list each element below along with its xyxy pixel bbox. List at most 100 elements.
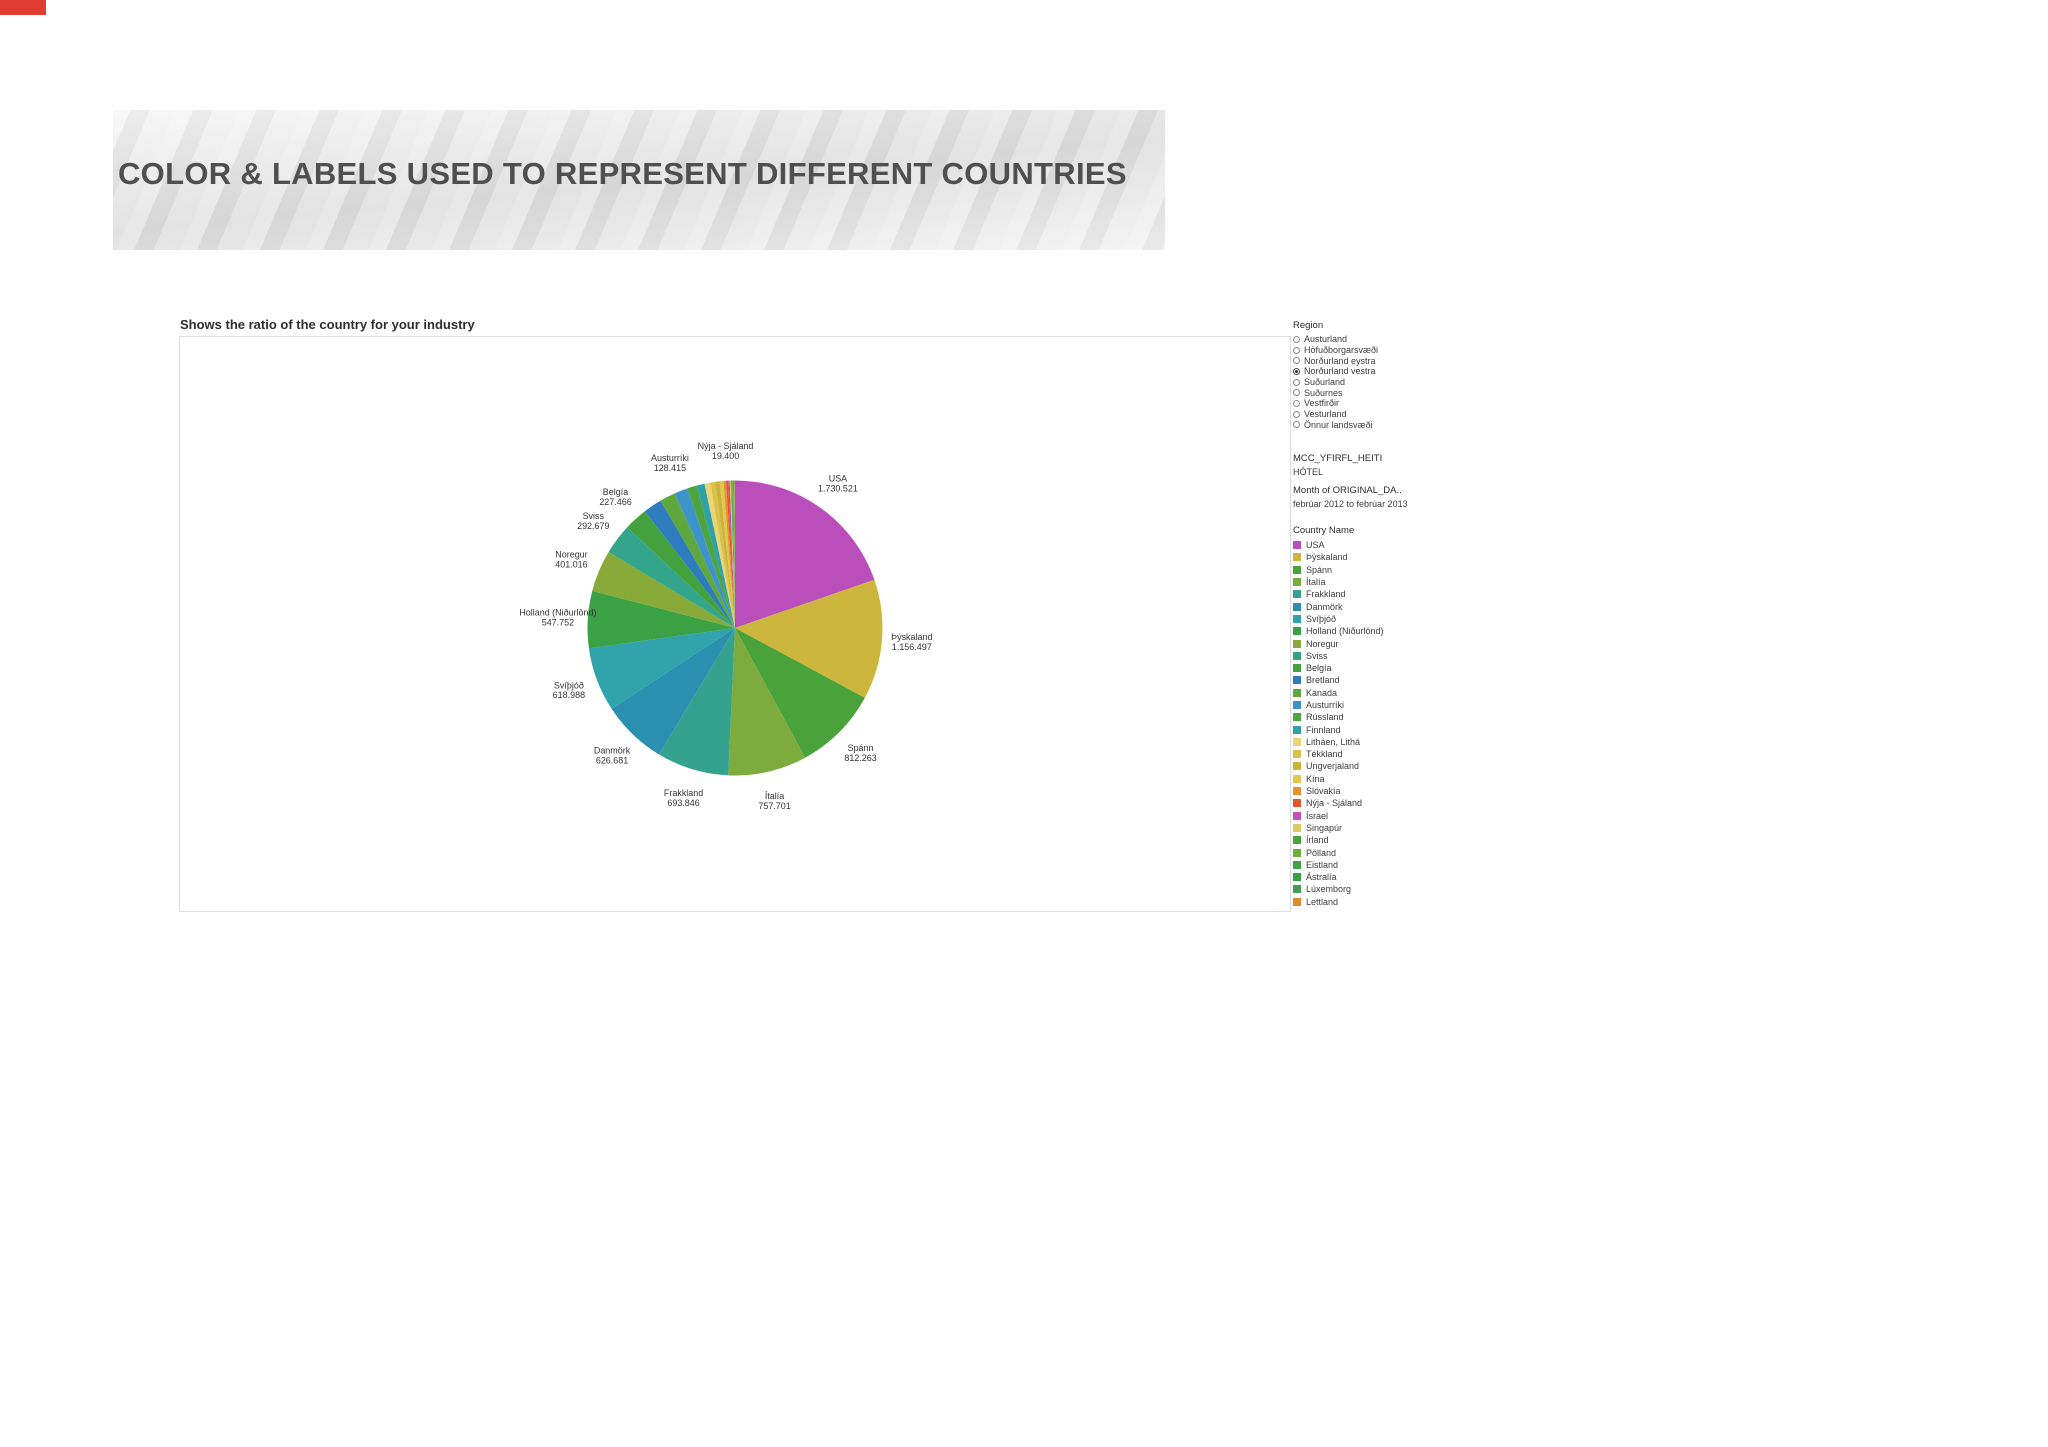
pie-slice-astralia[interactable] <box>733 480 735 628</box>
pie-slice-sviss[interactable] <box>608 527 735 628</box>
radio-icon[interactable] <box>1293 367 1300 375</box>
region-option-label: Vesturland <box>1304 409 1347 420</box>
legend-item-label: Svíþjóð <box>1306 613 1337 624</box>
mcc-filter-value: HÓTEL <box>1293 467 1324 477</box>
radio-icon[interactable] <box>1293 335 1300 343</box>
legend-item-singapur[interactable]: Singapúr <box>1293 822 1443 834</box>
radio-icon[interactable] <box>1293 346 1300 354</box>
pie-slice-russland[interactable] <box>687 485 735 628</box>
radio-icon[interactable] <box>1293 357 1300 365</box>
region-option-nordurland-vestra[interactable]: Norðurland vestra <box>1293 366 1443 377</box>
radio-icon[interactable] <box>1293 399 1300 407</box>
pie-slice-tekkland[interactable] <box>710 481 735 628</box>
legend-item-finnland[interactable]: Finnland <box>1293 723 1443 735</box>
legend-item-irland[interactable]: Írland <box>1293 834 1443 846</box>
pie-label-italia: Ítalía 757.701 <box>758 791 790 811</box>
legend-item-bretland[interactable]: Bretland <box>1293 674 1443 686</box>
pie-slice-usa[interactable] <box>735 480 875 628</box>
legend-item-slovakia[interactable]: Slóvakía <box>1293 785 1443 797</box>
radio-icon[interactable] <box>1293 378 1300 386</box>
pie-slice-svithjod[interactable] <box>588 627 735 709</box>
pie-slice-bretland[interactable] <box>644 500 735 628</box>
legend-item-sviss[interactable]: Sviss <box>1293 650 1443 662</box>
region-option-nordurland-eystra[interactable]: Norðurland eystra <box>1293 355 1443 366</box>
legend-swatch <box>1293 811 1301 820</box>
pie-slice-italia[interactable] <box>728 627 806 776</box>
legend-item-italia[interactable]: Ítalía <box>1293 576 1443 588</box>
legend-item-label: Sviss <box>1306 650 1328 661</box>
pie-slice-danmork[interactable] <box>611 627 735 755</box>
legend-swatch <box>1293 750 1301 759</box>
pie-slice-singapur[interactable] <box>729 480 735 628</box>
legend-item-lithaen-litha[interactable]: Litháen, Lithá <box>1293 736 1443 748</box>
legend-item-israel[interactable]: Ísrael <box>1293 810 1443 822</box>
region-option-label: Austurland <box>1304 334 1348 345</box>
pie-slice-israel[interactable] <box>728 480 735 628</box>
legend-item-frakkland[interactable]: Frakkland <box>1293 588 1443 600</box>
region-option-sudurnes[interactable]: Suðurnes <box>1293 387 1443 398</box>
legend-item-tekkland[interactable]: Tékkland <box>1293 748 1443 760</box>
legend-item-luxemborg[interactable]: Lúxemborg <box>1293 883 1443 895</box>
legend-item-label: Belgía <box>1306 663 1332 674</box>
legend-item-thyskaland[interactable]: Þýskaland <box>1293 551 1443 563</box>
region-option-vesturland[interactable]: Vesturland <box>1293 409 1443 420</box>
legend-item-label: Nýja - Sjáland <box>1306 798 1363 809</box>
pie-slice-holland-nidurlond[interactable] <box>587 590 735 649</box>
legend-item-noregur[interactable]: Noregur <box>1293 637 1443 649</box>
legend-item-label: Spánn <box>1306 564 1333 575</box>
page-title: COLOR & LABELS USED TO REPRESENT DIFFERE… <box>118 156 1127 191</box>
pie-slice-austurriki[interactable] <box>674 488 735 628</box>
pie-slice-thyskaland[interactable] <box>735 579 883 698</box>
legend-item-usa[interactable]: USA <box>1293 539 1443 551</box>
pie-slice-kanada[interactable] <box>660 493 735 628</box>
region-option-hofudborgarsvaedi[interactable]: Höfuðborgarsvæði <box>1293 345 1443 356</box>
legend-item-austurriki[interactable]: Austurríki <box>1293 699 1443 711</box>
pie-slice-polland[interactable] <box>732 480 735 628</box>
legend-item-spann[interactable]: Spánn <box>1293 564 1443 576</box>
radio-icon[interactable] <box>1293 410 1300 418</box>
pie-slice-eistland[interactable] <box>732 480 735 628</box>
legend-item-belgia[interactable]: Belgía <box>1293 662 1443 674</box>
pie-slice-finnland[interactable] <box>696 483 735 628</box>
legend-swatch <box>1293 664 1301 673</box>
pie-slice-nyja-sjaland[interactable] <box>726 480 735 628</box>
pie-label-austurriki: Austurríki 128.415 <box>651 453 689 473</box>
region-option-onnur-landsvaedi[interactable]: Önnur landsvæði <box>1293 420 1443 431</box>
pie-slice-lithaen-litha[interactable] <box>704 482 735 628</box>
pie-slice-luxemborg[interactable] <box>734 480 735 628</box>
pie-slice-slovakia[interactable] <box>723 480 735 628</box>
pie-slice-kina[interactable] <box>719 480 735 628</box>
region-option-austurland[interactable]: Austurland <box>1293 334 1443 345</box>
legend-item-label: Ítalía <box>1306 577 1326 588</box>
month-filter-value: febrúar 2012 to febrúar 2013 <box>1293 499 1408 509</box>
legend-swatch <box>1293 590 1301 599</box>
legend-item-astralia[interactable]: Ástralía <box>1293 871 1443 883</box>
pie-slice-noregur[interactable] <box>592 552 735 628</box>
legend-item-eistland[interactable]: Eistland <box>1293 859 1443 871</box>
radio-icon[interactable] <box>1293 421 1300 429</box>
legend-item-russland[interactable]: Rússland <box>1293 711 1443 723</box>
top-left-red-marker <box>0 0 46 15</box>
pie-slice-ungverjaland[interactable] <box>715 481 735 628</box>
pie-slice-frakkland[interactable] <box>658 627 735 776</box>
pie-label-svithjod: Svíþjóð 618.988 <box>553 680 585 700</box>
legend-item-holland-nidurlond[interactable]: Holland (Niðurlönd) <box>1293 625 1443 637</box>
legend-item-kanada[interactable]: Kanada <box>1293 687 1443 699</box>
legend-item-ungverjaland[interactable]: Ungverjaland <box>1293 760 1443 772</box>
legend-swatch <box>1293 627 1301 636</box>
legend-swatch <box>1293 651 1301 660</box>
legend-item-nyja-sjaland[interactable]: Nýja - Sjáland <box>1293 797 1443 809</box>
pie-slice-irland[interactable] <box>730 480 735 628</box>
legend-item-svithjod[interactable]: Svíþjóð <box>1293 613 1443 625</box>
legend-item-polland[interactable]: Pólland <box>1293 846 1443 858</box>
pie-slice-belgia[interactable] <box>627 511 735 628</box>
legend-item-danmork[interactable]: Danmörk <box>1293 600 1443 612</box>
legend-item-label: Pólland <box>1306 847 1337 858</box>
region-option-sudurland[interactable]: Suðurland <box>1293 377 1443 388</box>
legend-item-kina[interactable]: Kína <box>1293 773 1443 785</box>
region-option-vestfirdir[interactable]: Vestfirðir <box>1293 398 1443 409</box>
region-option-label: Suðurnes <box>1304 387 1343 398</box>
radio-icon[interactable] <box>1293 389 1300 397</box>
pie-slice-spann[interactable] <box>735 627 865 758</box>
legend-item-lettland[interactable]: Lettland <box>1293 896 1443 908</box>
